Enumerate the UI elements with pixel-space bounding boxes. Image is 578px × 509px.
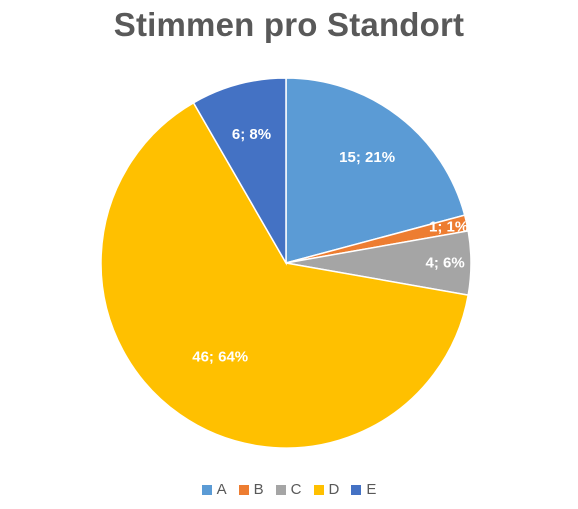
legend-item-c: C <box>275 481 302 498</box>
legend-swatch-d <box>313 484 324 495</box>
data-label-c: 4; 6% <box>426 255 465 272</box>
legend-label-b: B <box>253 481 264 498</box>
data-label-e: 6; 8% <box>232 126 271 143</box>
pie-slice-d <box>100 101 470 449</box>
legend-label-d: D <box>328 481 340 498</box>
legend-label-a: A <box>216 481 227 498</box>
data-label-d: 46; 64% <box>192 349 248 366</box>
data-label-b: 1; 1% <box>429 219 468 236</box>
pie-slice-e <box>192 77 287 266</box>
legend-item-a: A <box>201 481 227 498</box>
legend: A B C D E <box>0 481 578 498</box>
legend-item-b: B <box>238 481 264 498</box>
legend-swatch-c <box>275 484 286 495</box>
pie-slice-a <box>285 77 466 264</box>
legend-item-e: E <box>351 481 376 498</box>
legend-swatch-e <box>351 484 362 495</box>
chart-title: Stimmen pro Standort <box>113 6 465 43</box>
legend-item-d: D <box>313 481 340 498</box>
legend-swatch-a <box>201 484 212 495</box>
legend-label-c: C <box>290 481 302 498</box>
data-label-a: 15; 21% <box>339 149 395 166</box>
legend-label-e: E <box>366 481 377 498</box>
legend-swatch-b <box>238 484 249 495</box>
